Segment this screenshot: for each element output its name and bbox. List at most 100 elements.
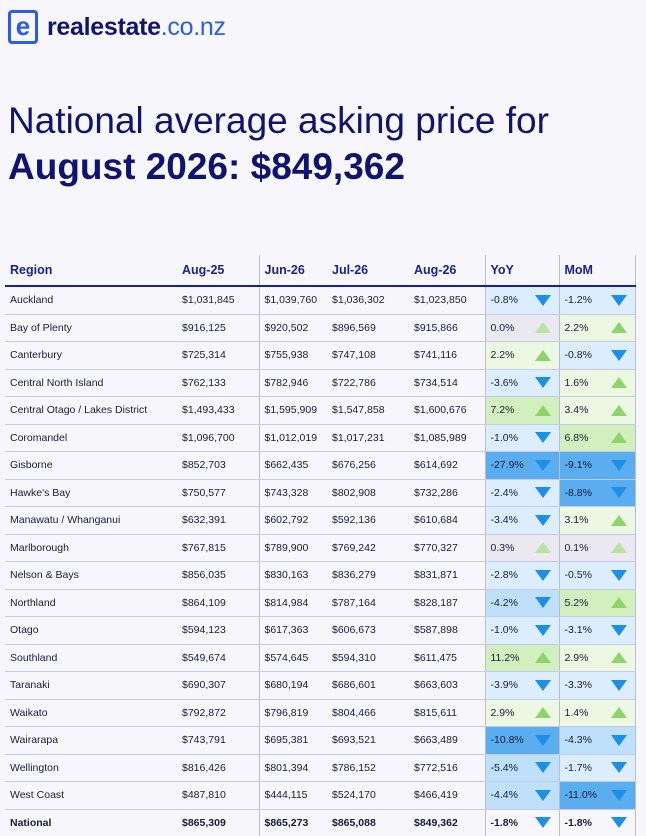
price-cell: $782,946 <box>259 369 327 397</box>
column-header: Jun-26 <box>259 255 327 287</box>
mom-value: -8.8% <box>564 486 592 499</box>
region-cell: Marlborough <box>5 534 177 562</box>
price-cell: $802,908 <box>327 479 409 507</box>
yoy-value: -10.8% <box>490 734 524 747</box>
region-cell: Taranaki <box>5 671 177 700</box>
price-cell: $852,703 <box>177 451 260 480</box>
price-cell: $916,125 <box>177 314 260 342</box>
down-arrow-icon <box>534 459 551 471</box>
yoy-change-cell: -27.9% <box>484 451 560 480</box>
yoy-change-cell: -5.4% <box>484 754 560 782</box>
mom-value: -0.8% <box>564 349 592 362</box>
yoy-change-cell: 2.9% <box>484 699 560 727</box>
region-cell: Nelson & Bays <box>5 561 177 590</box>
down-arrow-icon <box>534 294 551 306</box>
up-arrow-icon <box>610 652 627 664</box>
price-cell: $574,645 <box>259 644 327 672</box>
price-cell: $690,307 <box>177 671 260 700</box>
mom-change-cell: 3.4% <box>559 396 636 425</box>
price-cell: $772,516 <box>409 754 485 782</box>
price-cell: $734,514 <box>409 369 485 397</box>
price-cell: $695,381 <box>259 726 327 755</box>
price-cell: $741,116 <box>409 341 485 370</box>
brand-name: realestate.co.nz <box>47 12 226 41</box>
region-cell: Central North Island <box>5 369 177 397</box>
down-arrow-icon <box>610 817 627 828</box>
mom-value: 1.4% <box>564 706 589 719</box>
price-cell: $663,489 <box>409 726 485 755</box>
column-header: Aug-26 <box>409 255 485 287</box>
price-cell: $750,577 <box>177 479 260 507</box>
price-cell: $487,810 <box>177 781 260 810</box>
column-header: Aug-25 <box>177 255 260 287</box>
price-cell: $602,792 <box>259 506 327 535</box>
yoy-change-cell: 11.2% <box>484 644 560 672</box>
table-row: Taranaki $690,307 $680,194 $686,601 $663,603… <box>5 671 636 700</box>
mom-change-cell: -0.5% <box>559 561 636 590</box>
table-body: Auckland $1,031,845 $1,039,760 $1,036,302 $1… <box>5 286 636 836</box>
region-cell: Hawke's Bay <box>5 479 177 507</box>
region-cell: Gisborne <box>5 451 177 480</box>
region-cell: Otago <box>5 616 177 645</box>
mom-value: 1.6% <box>564 376 589 389</box>
price-cell: $762,133 <box>177 369 260 397</box>
up-arrow-icon <box>610 404 627 416</box>
mom-change-cell: 2.9% <box>559 644 636 672</box>
yoy-value: -3.4% <box>490 514 518 527</box>
mom-value: -11.0% <box>564 789 598 802</box>
price-cell: $828,187 <box>409 589 485 617</box>
yoy-value: -2.8% <box>490 569 518 582</box>
down-arrow-icon <box>534 624 551 636</box>
mom-value: -4.3% <box>564 734 592 747</box>
table-row: Waikato $792,872 $796,819 $804,466 $815,611 2… <box>5 699 636 727</box>
price-cell: $896,569 <box>327 314 409 342</box>
mom-value: -1.7% <box>564 761 592 774</box>
yoy-change-cell: -3.9% <box>484 671 560 700</box>
table-header-row: Region Aug-25 Jun-26 Jul-26 Aug-26 YoY MoM <box>5 255 636 287</box>
price-cell: $864,109 <box>177 589 260 617</box>
page-headline: National average asking price for August… <box>8 98 638 190</box>
mom-change-cell: 1.6% <box>559 369 636 397</box>
table-row: West Coast $487,810 $444,115 $524,170 $466,4… <box>5 781 636 810</box>
price-cell: $865,273 <box>264 816 309 829</box>
price-cell: $693,521 <box>327 726 409 755</box>
mom-value: 3.1% <box>564 514 589 527</box>
yoy-value: 7.2% <box>490 404 515 417</box>
up-arrow-icon <box>610 707 627 719</box>
mom-change-cell: -0.8% <box>559 341 636 370</box>
yoy-change-cell: 7.2% <box>484 396 560 425</box>
price-cell: $816,426 <box>177 754 260 782</box>
price-cell: $831,871 <box>409 561 485 590</box>
region-cell: Northland <box>5 589 177 617</box>
up-arrow-icon <box>610 432 627 444</box>
region-cell: Southland <box>5 644 177 672</box>
mom-value: -0.5% <box>564 569 592 582</box>
yoy-value: -1.0% <box>490 431 518 444</box>
price-cell: $1,600,676 <box>409 396 485 425</box>
up-arrow-icon <box>610 322 627 334</box>
down-arrow-icon <box>610 459 627 471</box>
price-cell: $686,601 <box>327 671 409 700</box>
mom-value: -1.8% <box>564 816 592 829</box>
headline-line-1: National average asking price for <box>8 100 549 141</box>
price-cell: $755,938 <box>259 341 327 370</box>
price-cell: $815,611 <box>409 699 485 727</box>
price-cell: $789,900 <box>259 534 327 562</box>
down-arrow-icon <box>534 762 551 774</box>
mom-change-cell: -4.3% <box>559 726 636 755</box>
mom-value: -9.1% <box>564 459 592 472</box>
down-arrow-icon <box>610 569 627 581</box>
price-cell: $770,327 <box>409 534 485 562</box>
price-cell: $1,039,760 <box>259 286 327 315</box>
yoy-value: -5.4% <box>490 761 518 774</box>
asking-price-table: Region Aug-25 Jun-26 Jul-26 Aug-26 YoY MoM Auc… <box>5 255 636 836</box>
up-arrow-icon <box>610 514 627 526</box>
down-arrow-icon <box>534 487 551 499</box>
yoy-value: 2.9% <box>490 706 515 719</box>
yoy-change-cell: -2.8% <box>484 561 560 590</box>
yoy-value: 2.2% <box>490 349 515 362</box>
mom-value: -1.2% <box>564 294 592 307</box>
table-row: Hawke's Bay $750,577 $743,328 $802,908 $732,… <box>5 479 636 507</box>
region-cell: Coromandel <box>5 424 177 452</box>
price-cell: $786,152 <box>327 754 409 782</box>
